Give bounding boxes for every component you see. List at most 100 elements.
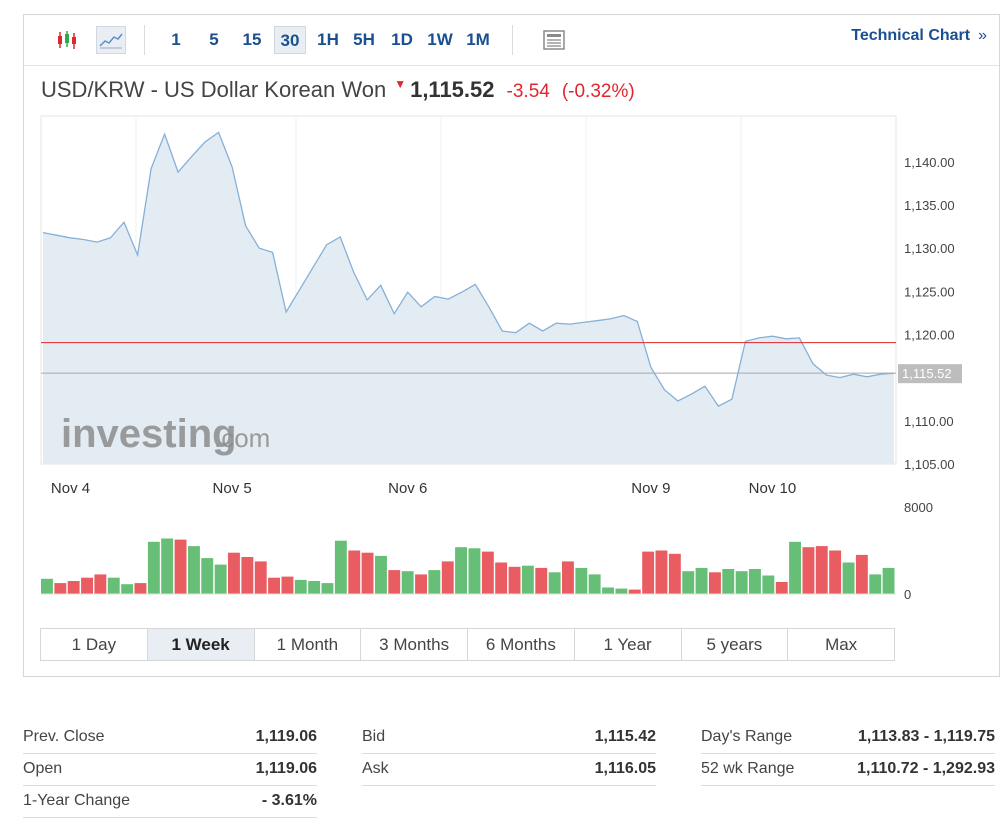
- timeframe-5h[interactable]: 5H: [353, 30, 375, 49]
- stat-value: 1,115.42: [594, 728, 656, 745]
- volume-bar: [468, 548, 481, 594]
- timeframe-5[interactable]: 5: [209, 30, 219, 49]
- price-tick-label: 1,125.00: [904, 284, 955, 299]
- stat-label: Ask: [362, 760, 389, 777]
- price-tick-label: 1,105.00: [904, 457, 955, 472]
- volume-bar: [134, 583, 147, 594]
- volume-bar: [762, 575, 775, 594]
- stat-bid: Bid 1,115.42: [362, 722, 656, 754]
- chart-toolbar: 1 5 15 30 1H 5H 1D 1W 1M Technical Chart»: [24, 15, 999, 66]
- volume-bar: [147, 541, 160, 594]
- range-5-years[interactable]: 5 years: [682, 629, 789, 660]
- volume-bar: [268, 577, 280, 594]
- stat-value: 1,119.06: [255, 728, 317, 745]
- volume-bar: [548, 572, 561, 595]
- volume-bar: [709, 572, 721, 595]
- stat-ask: Ask 1,116.05: [362, 754, 656, 786]
- volume-bar: [602, 587, 614, 594]
- volume-bar: [562, 561, 574, 594]
- timeframe-15[interactable]: 15: [242, 30, 262, 49]
- date-tick-label: Nov 6: [388, 480, 427, 497]
- volume-bar: [628, 589, 641, 594]
- price-change-percent: (-0.32%): [561, 81, 635, 102]
- instrument-name: USD/KRW - US Dollar Korean Won: [41, 77, 387, 102]
- chart-widget: 1 5 15 30 1H 5H 1D 1W 1M Technical Chart» USD/KR…: [23, 14, 1000, 677]
- technical-chart-label: Technical Chart: [851, 27, 971, 44]
- range-max[interactable]: Max: [825, 635, 858, 654]
- current-price-label: 1,115.52: [902, 366, 952, 381]
- volume-bar: [842, 562, 855, 594]
- volume-bar: [495, 562, 508, 594]
- volume-bar: [829, 550, 842, 594]
- volume-bar: [348, 550, 361, 594]
- volume-tick-label: 8000: [904, 500, 933, 515]
- instrument-header: USD/KRW - US Dollar Korean Won ▼ 1,115.52-…: [41, 77, 635, 103]
- range-1-day[interactable]: 1 Day: [41, 629, 148, 660]
- stat-days-range: Day's Range 1,113.83 - 1,119.75: [701, 722, 995, 754]
- price-tick-label: 1,130.00: [904, 241, 955, 256]
- volume-bar: [588, 574, 601, 594]
- stat-52wk-range: 52 wk Range 1,110.72 - 1,292.93: [701, 754, 995, 786]
- volume-bar: [281, 576, 294, 594]
- last-price: 1,115.52: [410, 77, 495, 102]
- stat-year-change: 1-Year Change - 3.61%: [23, 786, 317, 818]
- watermark-logo: investing: [61, 412, 237, 456]
- date-tick-label: Nov 10: [749, 480, 797, 497]
- down-arrow-icon: ▼: [394, 77, 407, 91]
- news-icon[interactable]: [539, 26, 569, 54]
- volume-bar: [615, 588, 628, 594]
- current-price-marker: [898, 364, 962, 384]
- volume-bar: [308, 581, 321, 594]
- volume-bar: [655, 550, 668, 594]
- volume-bar: [882, 567, 895, 594]
- volume-bar: [535, 567, 548, 594]
- volume-bar: [802, 547, 815, 594]
- volume-bar: [695, 567, 708, 594]
- stat-prev-close: Prev. Close 1,119.06: [23, 722, 317, 754]
- stat-value: 1,119.06: [255, 760, 317, 777]
- volume-bar: [415, 574, 427, 594]
- timeframe-1[interactable]: 1: [171, 30, 181, 49]
- price-chart[interactable]: investing.com 1,140.00 1,135.00 1,130.00 1,1…: [24, 15, 999, 615]
- range-3-months[interactable]: 3 Months: [361, 629, 468, 660]
- stat-open: Open 1,119.06: [23, 754, 317, 786]
- range-6-months[interactable]: 6 Months: [468, 629, 575, 660]
- volume-bar: [54, 583, 67, 594]
- timeframe-1m[interactable]: 1M: [466, 30, 490, 49]
- volume-tick-label: 0: [904, 587, 911, 602]
- candlestick-icon[interactable]: [52, 26, 82, 54]
- stat-label: Prev. Close: [23, 728, 105, 745]
- volume-bar: [455, 547, 467, 594]
- range-1-year[interactable]: 1 Year: [575, 629, 682, 660]
- stat-label: 52 wk Range: [701, 760, 795, 777]
- timeframe-30[interactable]: 30: [274, 26, 306, 54]
- stat-label: Open: [23, 760, 63, 777]
- watermark-logo-suffix: .com: [214, 423, 270, 453]
- stat-value: - 3.61%: [261, 792, 317, 809]
- timeframe-1h[interactable]: 1H: [317, 30, 339, 49]
- volume-bar: [869, 574, 882, 594]
- volume-bar: [775, 582, 788, 594]
- price-area: [43, 132, 894, 464]
- price-change: -3.54: [506, 81, 550, 102]
- volume-bar: [815, 546, 828, 594]
- volume-bar: [749, 569, 761, 594]
- range-1-month[interactable]: 1 Month: [255, 629, 362, 660]
- price-tick-label: 1,135.00: [904, 198, 955, 213]
- timeframe-1d[interactable]: 1D: [391, 30, 413, 49]
- line-chart-icon[interactable]: [96, 26, 126, 54]
- volume-bar: [161, 538, 174, 594]
- volume-bar: [188, 546, 200, 594]
- technical-chart-link[interactable]: Technical Chart »: [851, 27, 987, 45]
- volume-bar: [682, 571, 695, 594]
- stat-label: Day's Range: [701, 728, 793, 745]
- volume-bar: [428, 570, 441, 594]
- volume-bar: [201, 558, 214, 594]
- volume-bar: [361, 552, 374, 594]
- stat-label: 1-Year Change: [23, 792, 131, 809]
- volume-bar: [321, 583, 334, 594]
- range-1-week[interactable]: 1 Week: [147, 629, 255, 660]
- timeframe-1w[interactable]: 1W: [427, 30, 453, 49]
- price-line: [42, 131, 895, 407]
- volume-bar: [228, 552, 240, 594]
